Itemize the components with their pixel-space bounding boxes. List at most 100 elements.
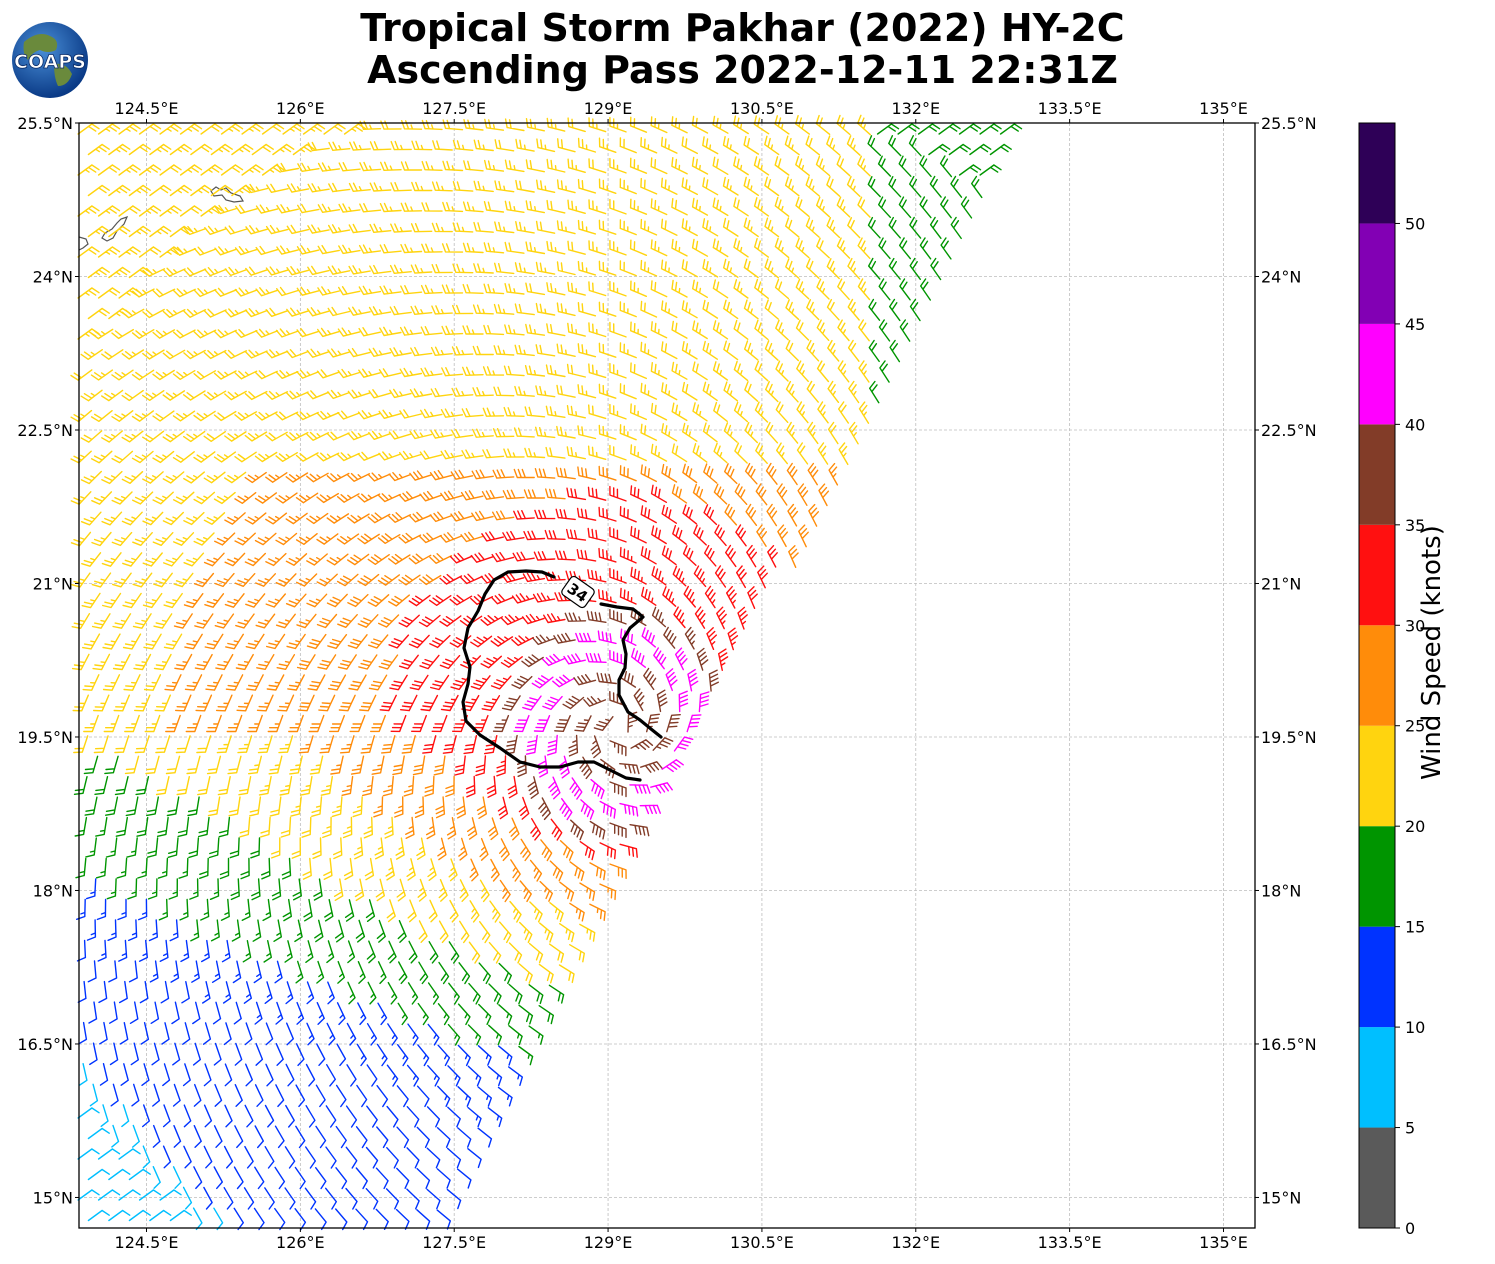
- wind-barb: [111, 369, 134, 381]
- wind-barb: [536, 138, 556, 153]
- wind-barb: [765, 462, 778, 485]
- wind-barb: [390, 140, 412, 151]
- wind-barb: [629, 198, 648, 215]
- wind-barb: [231, 184, 254, 197]
- wind-barb: [743, 217, 759, 238]
- wind-barb: [119, 1022, 129, 1045]
- wind-barb: [478, 962, 491, 985]
- wind-barb: [306, 431, 330, 441]
- wind-barb: [126, 837, 138, 858]
- wind-barb: [577, 137, 597, 153]
- wind-barb: [681, 381, 698, 401]
- wind-barb: [712, 197, 729, 217]
- wind-barb: [826, 258, 840, 280]
- wind-barb: [438, 961, 450, 985]
- wind-barb: [94, 776, 109, 795]
- wind-barb: [754, 238, 769, 258]
- wind-barb: [256, 654, 275, 670]
- colorbar-bin: [1359, 524, 1395, 626]
- wind-barb: [234, 451, 257, 463]
- wind-barb: [722, 176, 739, 196]
- wind-barb: [172, 491, 195, 505]
- wind-barb: [504, 200, 525, 213]
- wind-barb: [420, 408, 443, 419]
- wind-barb: [101, 470, 123, 485]
- wind-barb: [131, 329, 155, 339]
- wind-barb: [387, 1023, 398, 1046]
- wind-barb: [291, 837, 301, 859]
- wind-barb: [409, 388, 433, 398]
- wind-barb: [723, 422, 738, 443]
- wind-barb: [193, 1125, 202, 1148]
- wind-barb: [384, 816, 394, 839]
- wind-barb: [345, 1105, 358, 1128]
- wind-barb: [467, 1106, 482, 1128]
- wind-barb: [815, 114, 831, 135]
- wind-barb: [316, 369, 340, 379]
- wind-barb: [214, 1083, 223, 1107]
- wind-barb: [435, 796, 446, 819]
- wind-barb: [109, 1001, 118, 1024]
- wind-barb: [220, 123, 244, 135]
- wind-barb: [82, 633, 101, 650]
- wind-barb: [208, 837, 220, 859]
- wind-barb: [467, 1024, 482, 1046]
- wind-barb: [868, 339, 880, 363]
- wind-barb: [515, 138, 535, 152]
- wind-barb: [609, 608, 627, 625]
- wind-barb: [459, 920, 470, 944]
- wind-barb: [398, 574, 421, 586]
- wind-barb: [131, 450, 154, 464]
- wind-barb: [263, 940, 272, 963]
- wind-barb: [265, 593, 286, 608]
- wind-barb: [764, 340, 779, 361]
- lat-label-right: 16.5°N: [1261, 1035, 1317, 1054]
- wind-barb: [200, 898, 210, 921]
- wind-barb: [504, 283, 525, 295]
- wind-barb: [733, 115, 749, 135]
- wind-barb: [216, 735, 232, 754]
- wind-barb: [754, 278, 769, 299]
- wind-barb: [122, 633, 142, 650]
- wind-barb: [756, 524, 767, 547]
- wind-barb: [334, 919, 345, 943]
- wind-barb: [376, 1126, 389, 1149]
- wind-barb: [159, 123, 182, 135]
- wind-barb: [92, 653, 111, 671]
- wind-barb: [473, 221, 494, 233]
- wind-barb: [576, 549, 597, 562]
- wind-barb: [563, 653, 586, 665]
- wind-barb: [328, 674, 347, 691]
- wind-barb: [452, 139, 474, 151]
- wind-barb: [337, 327, 361, 337]
- wind-barb: [848, 421, 859, 445]
- wind-barb: [214, 572, 235, 588]
- wind-barb: [157, 857, 169, 879]
- wind-barb: [357, 961, 366, 984]
- wind-barb: [672, 525, 687, 545]
- wind-barb: [241, 123, 264, 135]
- wind-barb: [545, 488, 566, 500]
- wind-barb: [442, 201, 464, 213]
- wind-barb: [261, 123, 285, 135]
- wind-barb: [498, 1045, 513, 1066]
- wind-barb: [796, 360, 809, 382]
- wind-barb: [827, 421, 839, 445]
- wind-barb: [77, 164, 100, 176]
- wind-barb: [137, 857, 148, 879]
- wind-barb: [171, 1001, 180, 1025]
- wind-barb: [412, 755, 426, 776]
- wind-barb: [587, 445, 607, 460]
- wind-barb: [558, 964, 575, 984]
- wind-barb: [317, 654, 337, 670]
- wind-barb: [70, 369, 93, 381]
- wind-barb: [629, 824, 650, 837]
- wind-barb: [331, 796, 343, 818]
- wind-barb: [96, 898, 107, 921]
- wind-barb: [368, 347, 392, 357]
- wind-barb: [609, 321, 627, 338]
- wind-barb: [403, 775, 415, 797]
- wind-barb: [265, 552, 287, 567]
- wind-barb: [254, 1125, 264, 1149]
- wind-barb: [178, 857, 189, 879]
